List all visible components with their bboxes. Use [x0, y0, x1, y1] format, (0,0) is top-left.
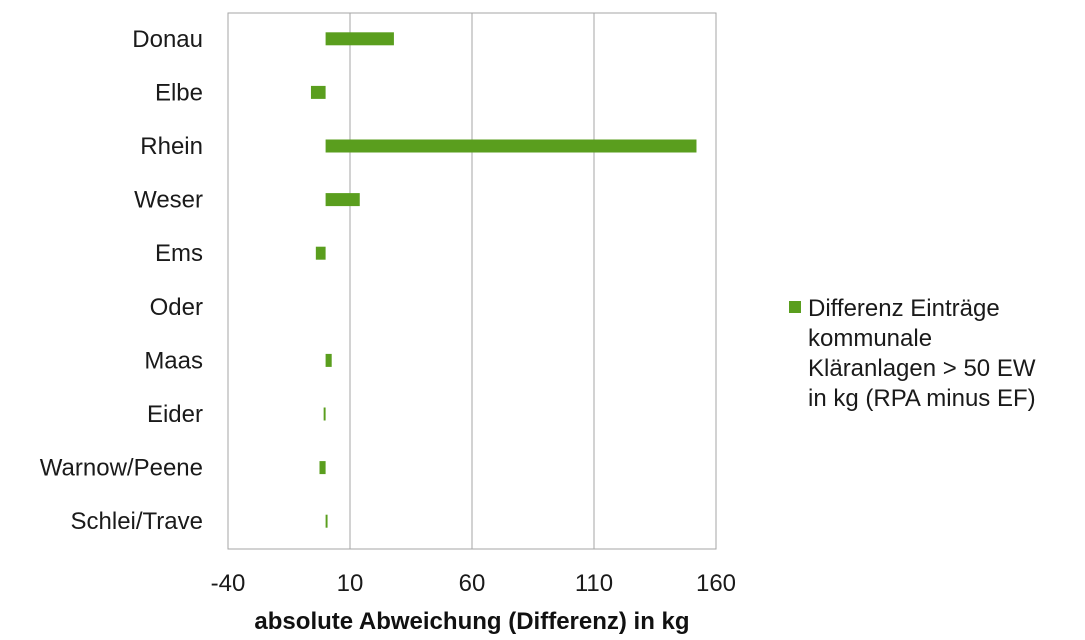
category-label: Schlei/Trave — [71, 508, 204, 535]
plot-area-frame — [227, 12, 717, 550]
category-label: Warnow/Peene — [40, 455, 203, 482]
category-label: Rhein — [140, 133, 203, 160]
category-label: Donau — [132, 26, 203, 53]
bar — [325, 193, 360, 207]
gridlines — [227, 13, 717, 549]
bar — [325, 139, 697, 153]
legend-label-line: Differenz Einträge — [808, 295, 1000, 322]
legend-label-line: Kläranlagen > 50 EW — [808, 355, 1036, 382]
x-tick-labels: -40 10 60 110 160 — [211, 570, 736, 597]
bar — [315, 246, 326, 260]
x-tick-label: 60 — [459, 570, 486, 597]
bar — [325, 32, 394, 46]
category-label: Elbe — [155, 79, 203, 106]
category-label: Eider — [147, 401, 203, 428]
legend-label-line: in kg (RPA minus EF) — [808, 385, 1036, 412]
category-label: Maas — [144, 347, 203, 374]
legend-label: Differenz Einträge kommunale Kläranlagen >… — [808, 295, 1036, 412]
x-tick-label: 160 — [696, 570, 736, 597]
category-label: Weser — [134, 187, 203, 214]
x-axis-title: absolute Abweichung (Differenz) in kg — [254, 608, 689, 635]
legend-swatch — [789, 301, 801, 313]
bars — [310, 32, 697, 528]
legend: Differenz Einträge kommunale Kläranlagen >… — [789, 295, 1036, 412]
x-tick-label: 10 — [337, 570, 364, 597]
category-label: Oder — [150, 294, 203, 321]
bar — [325, 514, 328, 528]
category-labels: Donau Elbe Rhein Weser Ems Oder Maas Eider Warno… — [40, 26, 203, 535]
x-tick-label: 110 — [575, 570, 613, 597]
bar — [319, 461, 326, 475]
x-tick-label: -40 — [211, 570, 246, 597]
bar — [323, 407, 326, 421]
category-label: Ems — [155, 240, 203, 267]
bar — [325, 353, 332, 367]
legend-label-line: kommunale — [808, 325, 932, 352]
bar — [310, 85, 326, 99]
